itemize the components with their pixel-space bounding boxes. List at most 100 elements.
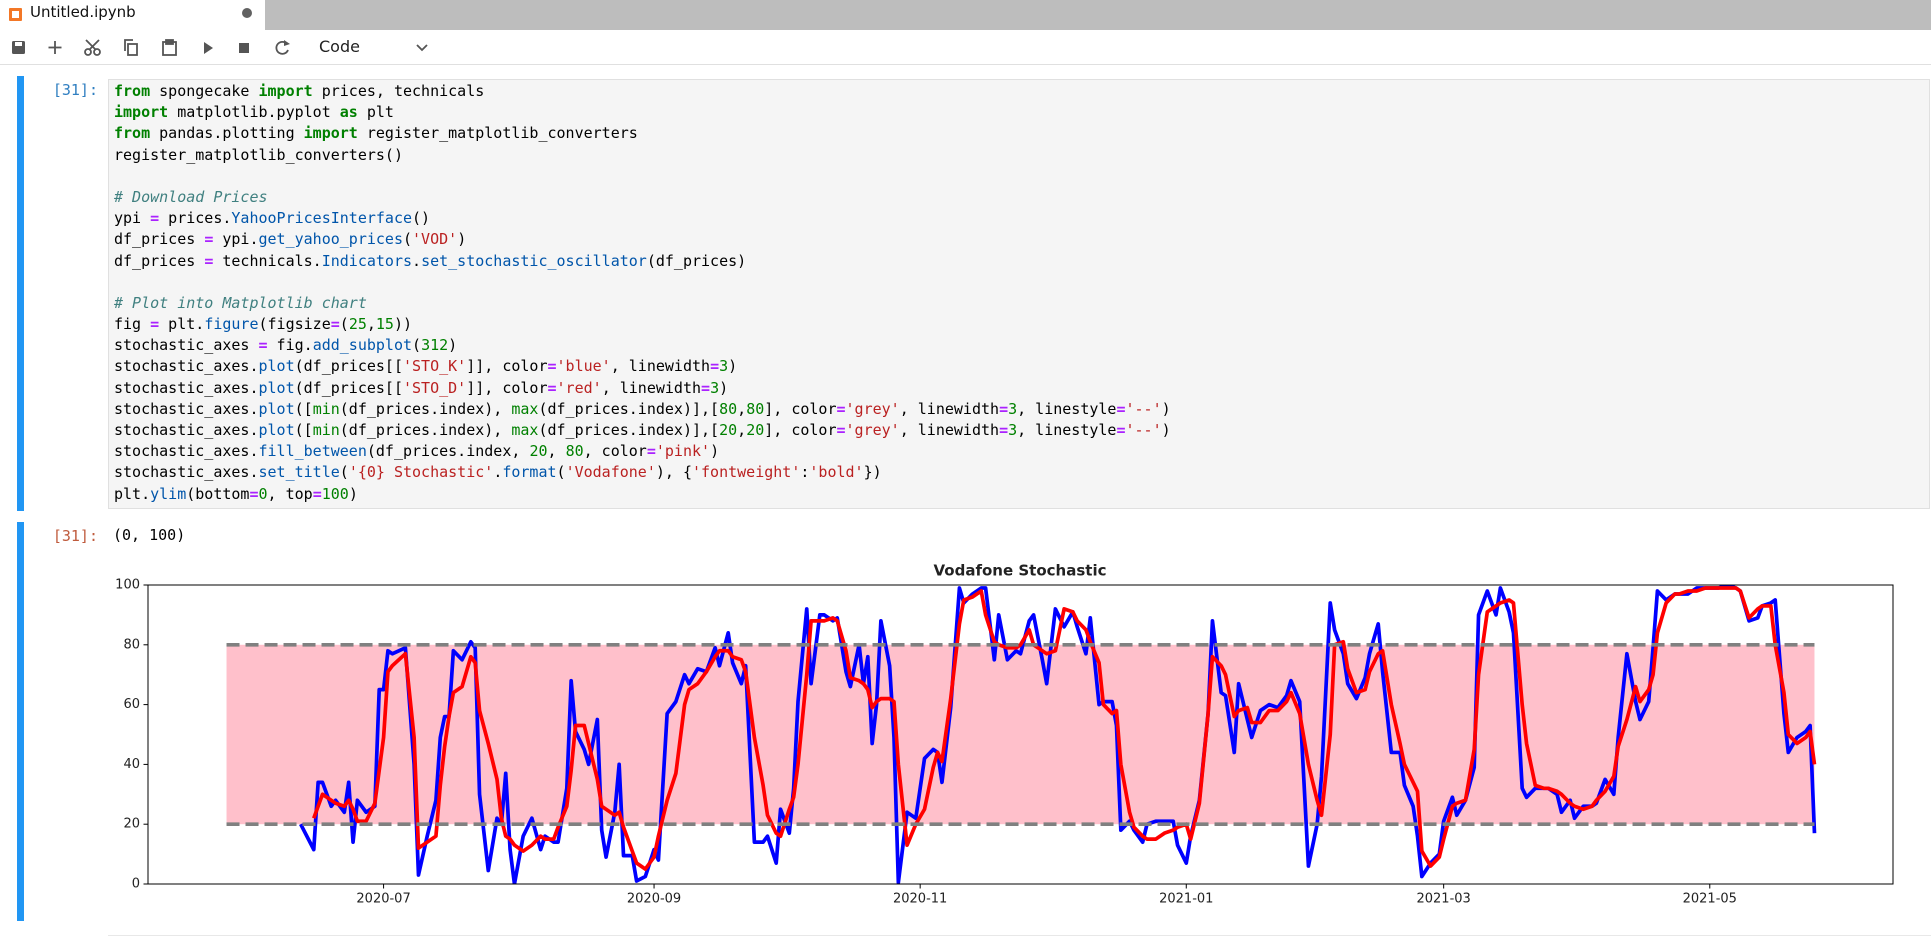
y-tick-label: 100	[115, 578, 140, 593]
code-token: pandas.plotting	[150, 124, 304, 143]
code-token: =	[710, 357, 720, 376]
code-line: # Download Prices	[114, 187, 1929, 208]
paste-button[interactable]	[162, 39, 177, 56]
code-token: =	[836, 399, 846, 418]
tab[interactable]: Untitled.ipynb	[0, 0, 265, 30]
code-line: ypi = prices.YahooPricesInterface()	[114, 208, 1929, 229]
code-token: =	[999, 421, 1009, 439]
code-token: from	[114, 124, 151, 143]
code-token: 'blue'	[556, 357, 611, 376]
code-token: =	[1116, 421, 1126, 439]
cell-type-dropdown[interactable]: Code	[319, 37, 360, 56]
toolbar: Code	[0, 30, 1931, 65]
code-token: ))	[393, 315, 413, 334]
code-token: stochastic_axes.	[114, 378, 259, 397]
x-tick-label: 2020-07	[356, 892, 410, 907]
code-token: ylim	[150, 484, 187, 503]
code-token: =	[701, 378, 711, 397]
code-token: =	[1116, 399, 1126, 418]
code-token: set_title	[258, 463, 340, 482]
add-cell-button[interactable]	[48, 41, 62, 54]
code-token: 20	[529, 442, 548, 461]
code-token: 'bold'	[809, 463, 864, 482]
code-token: stochastic_axes.	[114, 399, 259, 418]
code-token: )	[728, 357, 738, 376]
code-token: =	[312, 484, 322, 503]
code-token: 0	[258, 484, 268, 503]
code-token: 20	[746, 421, 765, 439]
restart-button[interactable]	[275, 40, 290, 55]
code-token: 'STO_D'	[403, 378, 467, 397]
code-line: stochastic_axes.plot(df_prices[['STO_K']…	[114, 356, 1929, 377]
code-line: register_matplotlib_converters()	[114, 145, 1929, 166]
code-token: 312	[421, 336, 449, 355]
code-line: stochastic_axes.plot([min(df_prices.inde…	[114, 420, 1929, 441]
code-token: (df_prices.index),	[339, 421, 512, 439]
code-line: stochastic_axes.set_title('{0} Stochasti…	[114, 462, 1929, 483]
copy-button[interactable]	[124, 39, 138, 56]
code-token: =	[204, 230, 214, 249]
code-token: set_stochastic_oscillator	[421, 251, 647, 270]
code-token: :	[800, 463, 810, 482]
code-token: df_prices	[114, 230, 205, 249]
cut-button[interactable]	[84, 39, 101, 56]
code-token: 25	[348, 315, 367, 334]
code-token: add_subplot	[312, 336, 413, 355]
save-button[interactable]	[12, 41, 25, 54]
code-token: .	[493, 463, 503, 482]
code-token: )	[457, 230, 467, 249]
code-token: (df_prices[[	[294, 357, 403, 376]
code-token: ypi.	[213, 230, 259, 249]
code-token: as	[339, 103, 358, 122]
code-token: (	[339, 463, 349, 482]
code-editor[interactable]: from spongecake import prices, technical…	[108, 79, 1930, 509]
x-tick-label: 2021-01	[1159, 892, 1213, 907]
code-token: stochastic_axes	[114, 336, 259, 355]
code-line: from pandas.plotting import register_mat…	[114, 123, 1929, 144]
code-token: 'VOD'	[412, 230, 458, 249]
code-token: =	[258, 336, 268, 355]
code-token: 'STO_K'	[403, 357, 467, 376]
code-token: stochastic_axes.	[114, 357, 259, 376]
code-token: ([	[294, 421, 313, 439]
tab-title: Untitled.ipynb	[30, 3, 136, 21]
code-token: 20	[719, 421, 738, 439]
cell-type-dropdown-arrow[interactable]	[416, 44, 428, 52]
code-line: # Plot into Matplotlib chart	[114, 293, 1929, 314]
code-token: max	[511, 421, 539, 439]
run-button[interactable]	[204, 42, 213, 54]
code-line: stochastic_axes.fill_between(df_prices.i…	[114, 441, 1929, 462]
code-token: , linewidth	[610, 357, 711, 376]
code-token: , linewidth	[899, 399, 1000, 418]
y-tick-label: 20	[123, 817, 140, 832]
code-token: , color	[583, 442, 647, 461]
code-token: register_matplotlib_converters()	[114, 145, 403, 164]
code-token: import	[303, 124, 358, 143]
code-token: import	[258, 82, 313, 100]
code-token: =	[646, 442, 656, 461]
code-token: ], color	[764, 421, 837, 439]
code-token: =	[150, 315, 160, 334]
code-token: ], color	[764, 399, 837, 418]
code-token: ), {	[655, 463, 692, 482]
stop-button[interactable]	[239, 43, 249, 53]
code-token: 3	[1008, 399, 1018, 418]
code-token: stochastic_axes.	[114, 442, 259, 461]
unsaved-dot	[242, 8, 252, 18]
code-token: )	[348, 484, 358, 503]
code-token: , linestyle	[1017, 421, 1117, 439]
code-token: plt.	[114, 484, 151, 503]
output-text: (0, 100)	[113, 526, 186, 544]
code-line: import matplotlib.pyplot as plt	[114, 102, 1929, 123]
code-token: , top	[267, 484, 313, 503]
tab-bar: Untitled.ipynb	[0, 0, 1931, 30]
y-tick-label: 40	[123, 757, 140, 772]
code-token: # Download Prices	[114, 187, 268, 206]
code-token: (df_prices.index)],[	[538, 421, 720, 439]
code-token: =	[836, 421, 846, 439]
code-token: '--'	[1125, 399, 1162, 418]
code-token: plot	[258, 399, 295, 418]
code-token: ()	[412, 209, 431, 228]
code-token: prices.	[159, 209, 232, 228]
